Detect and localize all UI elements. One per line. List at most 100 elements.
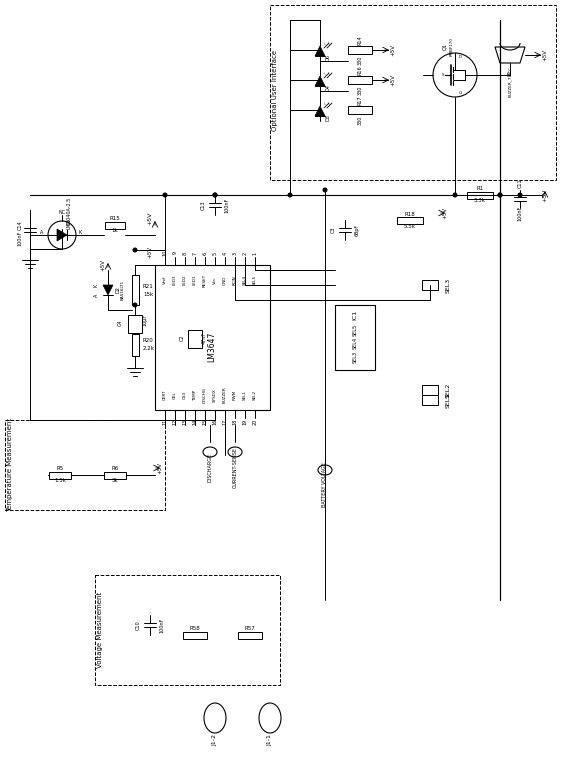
Polygon shape bbox=[315, 46, 325, 56]
Circle shape bbox=[48, 221, 76, 249]
Text: LED1: LED1 bbox=[193, 275, 197, 285]
Text: C13: C13 bbox=[200, 200, 205, 209]
Text: 330: 330 bbox=[357, 55, 362, 65]
Text: 15k: 15k bbox=[143, 292, 153, 296]
Text: J1-2: J1-2 bbox=[213, 734, 218, 746]
Text: 47nF: 47nF bbox=[201, 332, 206, 344]
Polygon shape bbox=[57, 229, 67, 241]
Circle shape bbox=[133, 248, 137, 252]
Text: BATTERY VOLTAGE: BATTERY VOLTAGE bbox=[323, 463, 328, 507]
Circle shape bbox=[288, 193, 292, 197]
Text: G: G bbox=[458, 91, 462, 95]
Text: 330: 330 bbox=[357, 85, 362, 95]
Bar bbox=[155, 265, 270, 410]
Text: RESET: RESET bbox=[203, 273, 207, 286]
Text: CURRENT-SENSE: CURRENT-SENSE bbox=[232, 447, 237, 487]
Text: 2: 2 bbox=[242, 252, 247, 255]
Text: 19: 19 bbox=[242, 419, 247, 425]
Bar bbox=[132, 275, 139, 305]
Polygon shape bbox=[103, 285, 113, 295]
Bar bbox=[467, 192, 493, 199]
Bar bbox=[105, 222, 125, 229]
Text: R58: R58 bbox=[190, 627, 200, 631]
Text: DISCHG: DISCHG bbox=[203, 387, 207, 403]
Text: BAS16LT1: BAS16LT1 bbox=[121, 280, 125, 300]
Text: 100nF: 100nF bbox=[517, 206, 522, 221]
Text: R6: R6 bbox=[112, 467, 118, 471]
Bar bbox=[335, 305, 375, 370]
Ellipse shape bbox=[204, 703, 226, 733]
Text: 100nF: 100nF bbox=[159, 618, 164, 633]
Text: S: S bbox=[442, 73, 444, 77]
Circle shape bbox=[213, 193, 217, 197]
Text: /: / bbox=[324, 42, 328, 46]
Text: SEL4: SEL4 bbox=[352, 337, 357, 349]
Ellipse shape bbox=[228, 447, 242, 457]
Text: 330: 330 bbox=[357, 116, 362, 125]
Text: K: K bbox=[94, 283, 99, 286]
Text: 1: 1 bbox=[252, 252, 257, 255]
Bar bbox=[49, 472, 71, 479]
Text: 3k: 3k bbox=[112, 478, 118, 484]
Text: 68pF: 68pF bbox=[355, 224, 360, 236]
Text: PWM: PWM bbox=[233, 390, 237, 400]
Text: C11: C11 bbox=[517, 178, 522, 188]
Ellipse shape bbox=[318, 465, 332, 475]
Text: +5V: +5V bbox=[390, 44, 396, 56]
Text: DISCHARGE: DISCHARGE bbox=[208, 453, 213, 481]
Text: /: / bbox=[328, 42, 332, 46]
Text: +5V: +5V bbox=[542, 189, 548, 202]
Bar bbox=[348, 76, 372, 84]
Text: 16: 16 bbox=[213, 419, 218, 425]
Text: SEL4: SEL4 bbox=[243, 275, 247, 285]
Bar bbox=[132, 334, 139, 356]
Text: D4: D4 bbox=[325, 85, 330, 92]
Polygon shape bbox=[495, 47, 525, 63]
Bar bbox=[188, 330, 202, 348]
Text: 18: 18 bbox=[232, 419, 237, 425]
Text: D5: D5 bbox=[67, 219, 72, 226]
Ellipse shape bbox=[259, 703, 281, 733]
Text: Vref: Vref bbox=[163, 276, 167, 284]
Text: R21: R21 bbox=[143, 283, 154, 289]
Bar bbox=[348, 106, 372, 114]
Circle shape bbox=[433, 53, 477, 97]
Bar bbox=[183, 632, 207, 639]
Text: /: / bbox=[324, 72, 328, 76]
Text: 2.2k: 2.2k bbox=[143, 346, 155, 351]
Polygon shape bbox=[315, 76, 325, 86]
Text: D: D bbox=[458, 55, 462, 59]
Text: B1: B1 bbox=[508, 70, 513, 76]
Text: 5: 5 bbox=[213, 252, 218, 255]
Text: R5: R5 bbox=[56, 467, 63, 471]
Text: +5V: +5V bbox=[390, 74, 396, 86]
Text: SEL1: SEL1 bbox=[243, 390, 247, 400]
Text: PMBF170: PMBF170 bbox=[450, 38, 454, 56]
Text: CS3: CS3 bbox=[183, 391, 187, 399]
Text: 3.3k: 3.3k bbox=[474, 199, 486, 203]
Bar bbox=[422, 385, 438, 395]
Circle shape bbox=[213, 193, 217, 197]
Text: +5V: +5V bbox=[158, 462, 163, 474]
Text: +5V: +5V bbox=[148, 246, 153, 258]
Circle shape bbox=[453, 193, 457, 197]
Text: 1.5k: 1.5k bbox=[54, 478, 66, 484]
Text: 9: 9 bbox=[172, 252, 177, 255]
Text: +5V: +5V bbox=[443, 207, 448, 219]
Text: R57: R57 bbox=[245, 627, 255, 631]
Bar bbox=[5, 420, 165, 510]
Text: Q1: Q1 bbox=[443, 44, 448, 51]
Text: SEL3: SEL3 bbox=[445, 277, 450, 293]
Text: CEL: CEL bbox=[173, 391, 177, 399]
Text: 12: 12 bbox=[172, 419, 177, 425]
Text: 100nF: 100nF bbox=[224, 197, 229, 213]
Text: C14: C14 bbox=[17, 220, 22, 229]
Text: 5.5k: 5.5k bbox=[404, 223, 416, 229]
Text: BUZZER_7.6CC: BUZZER_7.6CC bbox=[508, 65, 512, 96]
Text: R20: R20 bbox=[143, 339, 154, 343]
Text: +5V: +5V bbox=[100, 259, 105, 271]
Text: IC1: IC1 bbox=[352, 310, 357, 320]
Text: LM4040A-2.5: LM4040A-2.5 bbox=[67, 197, 72, 229]
Text: RCIN: RCIN bbox=[233, 275, 237, 285]
Bar bbox=[128, 315, 142, 333]
